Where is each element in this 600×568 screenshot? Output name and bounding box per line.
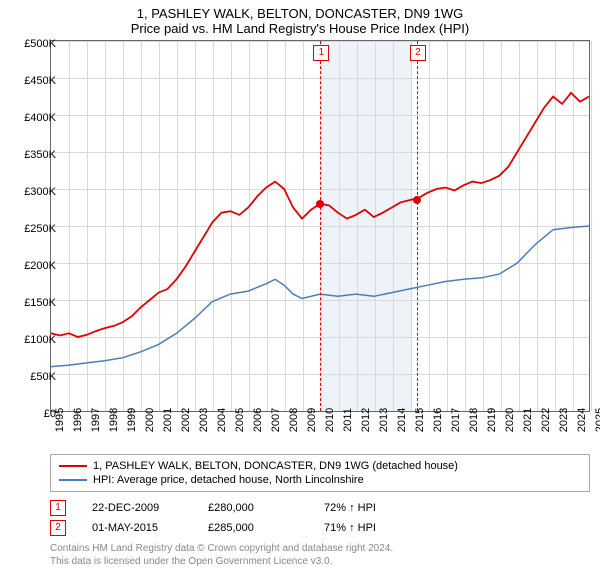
x-gridline [591, 41, 592, 411]
chart-container: 1, PASHLEY WALK, BELTON, DONCASTER, DN9 … [0, 0, 600, 560]
x-tick-label: 2022 [540, 408, 552, 432]
sale-marker-badge: 2 [410, 45, 426, 61]
sale-marker-badge: 1 [313, 45, 329, 61]
x-tick-label: 2012 [360, 408, 372, 432]
sales-table: 1 22-DEC-2009 £280,000 72% ↑ HPI 2 01-MAY-201… [50, 498, 590, 538]
x-tick-label: 2018 [468, 408, 480, 432]
x-tick-label: 2014 [396, 408, 408, 432]
x-tick-label: 2001 [162, 408, 174, 432]
y-tick-label: £300K [24, 186, 56, 198]
legend-label: HPI: Average price, detached house, Nort… [93, 474, 364, 486]
x-tick-label: 2006 [252, 408, 264, 432]
y-tick-label: £100K [24, 334, 56, 346]
sale-delta: 72% ↑ HPI [324, 502, 414, 514]
sale-date: 22-DEC-2009 [92, 502, 182, 514]
x-tick-label: 1997 [90, 408, 102, 432]
x-tick-label: 2010 [324, 408, 336, 432]
sale-row: 2 01-MAY-2015 £285,000 71% ↑ HPI [50, 518, 590, 538]
y-tick-label: £250K [24, 223, 56, 235]
sale-row: 1 22-DEC-2009 £280,000 72% ↑ HPI [50, 498, 590, 518]
sale-dot [413, 196, 421, 204]
x-tick-label: 2002 [180, 408, 192, 432]
x-tick-label: 2004 [216, 408, 228, 432]
legend-label: 1, PASHLEY WALK, BELTON, DONCASTER, DN9 … [93, 460, 458, 472]
y-tick-label: £500K [24, 38, 56, 50]
sale-date: 01-MAY-2015 [92, 522, 182, 534]
x-tick-label: 1995 [54, 408, 66, 432]
x-tick-label: 2003 [198, 408, 210, 432]
chart-title: 1, PASHLEY WALK, BELTON, DONCASTER, DN9 … [0, 0, 600, 21]
x-tick-label: 2013 [378, 408, 390, 432]
x-tick-label: 2024 [576, 408, 588, 432]
legend-item: 1, PASHLEY WALK, BELTON, DONCASTER, DN9 … [59, 459, 581, 473]
sale-dot [316, 200, 324, 208]
x-tick-label: 2020 [504, 408, 516, 432]
legend-swatch [59, 479, 87, 481]
y-tick-label: £50K [30, 371, 56, 383]
x-tick-label: 1999 [126, 408, 138, 432]
sale-marker-line [417, 41, 418, 411]
x-tick-label: 2021 [522, 408, 534, 432]
sale-delta: 71% ↑ HPI [324, 522, 414, 534]
x-tick-label: 2007 [270, 408, 282, 432]
x-tick-label: 2015 [414, 408, 426, 432]
y-tick-label: £350K [24, 149, 56, 161]
x-tick-label: 2009 [306, 408, 318, 432]
x-tick-label: 2023 [558, 408, 570, 432]
footer-line-2: This data is licensed under the Open Gov… [50, 555, 590, 568]
chart-subtitle: Price paid vs. HM Land Registry's House … [0, 21, 600, 40]
y-tick-label: £200K [24, 260, 56, 272]
x-tick-label: 2005 [234, 408, 246, 432]
x-tick-label: 2025 [594, 408, 600, 432]
legend: 1, PASHLEY WALK, BELTON, DONCASTER, DN9 … [50, 454, 590, 492]
sale-id-badge: 1 [50, 500, 66, 516]
x-tick-label: 2000 [144, 408, 156, 432]
x-tick-label: 2017 [450, 408, 462, 432]
plot-area: 12 [50, 40, 590, 412]
x-tick-label: 1996 [72, 408, 84, 432]
footer-line-1: Contains HM Land Registry data © Crown c… [50, 542, 590, 555]
sale-marker-line [320, 41, 321, 411]
y-tick-label: £450K [24, 75, 56, 87]
sale-id-badge: 2 [50, 520, 66, 536]
x-tick-label: 2008 [288, 408, 300, 432]
x-tick-label: 1998 [108, 408, 120, 432]
x-tick-label: 2011 [342, 408, 354, 432]
legend-item: HPI: Average price, detached house, Nort… [59, 473, 581, 487]
footer-attribution: Contains HM Land Registry data © Crown c… [50, 542, 590, 568]
y-tick-label: £400K [24, 112, 56, 124]
x-tick-label: 2016 [432, 408, 444, 432]
y-tick-label: £150K [24, 297, 56, 309]
legend-swatch [59, 465, 87, 467]
x-tick-label: 2019 [486, 408, 498, 432]
sale-price: £280,000 [208, 502, 298, 514]
sale-price: £285,000 [208, 522, 298, 534]
